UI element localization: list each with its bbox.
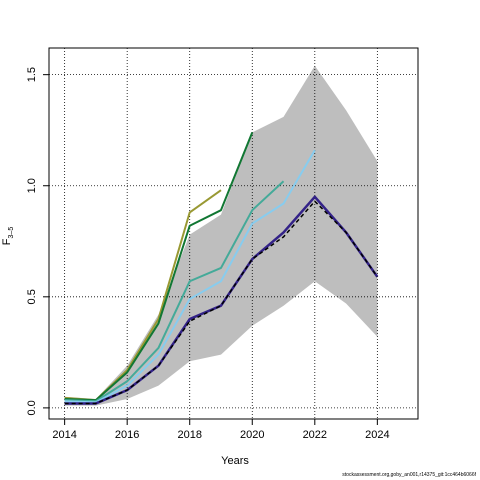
y-tick-label: 0.5 [26,289,38,304]
y-tick-label: 0.0 [26,400,38,415]
y-tick-label: 1.0 [26,178,38,193]
x-tick-label: 2020 [240,429,264,441]
source-footnote: stockassessment.org,goby_an001,r14375_gi… [342,472,476,478]
y-axis-title-main: F [1,238,13,245]
series-line-6 [64,200,378,405]
y-axis: 0.0 0.5 1.0 1.5 [26,67,49,416]
series-line-4 [64,149,316,404]
y-tick-label: 1.5 [26,67,38,82]
x-tick-label: 2022 [303,429,327,441]
series-lines [64,132,379,405]
grid [49,48,418,419]
x-tick-label: 2016 [115,429,139,441]
plot-frame [48,47,419,420]
series-line-3 [64,180,285,403]
confidence-band [64,65,378,406]
confidence-band-area [64,65,378,406]
x-axis: 2014 2016 2018 2020 2022 2024 [52,419,390,441]
x-tick-label: 2024 [365,429,389,441]
y-axis-title: F3–5 [1,227,15,246]
y-axis-title-subscript: 3–5 [8,227,15,239]
x-tick-label: 2018 [177,429,201,441]
series-line-5 [64,195,379,405]
x-axis-title: Years [221,455,249,467]
x-tick-label: 2014 [52,429,76,441]
